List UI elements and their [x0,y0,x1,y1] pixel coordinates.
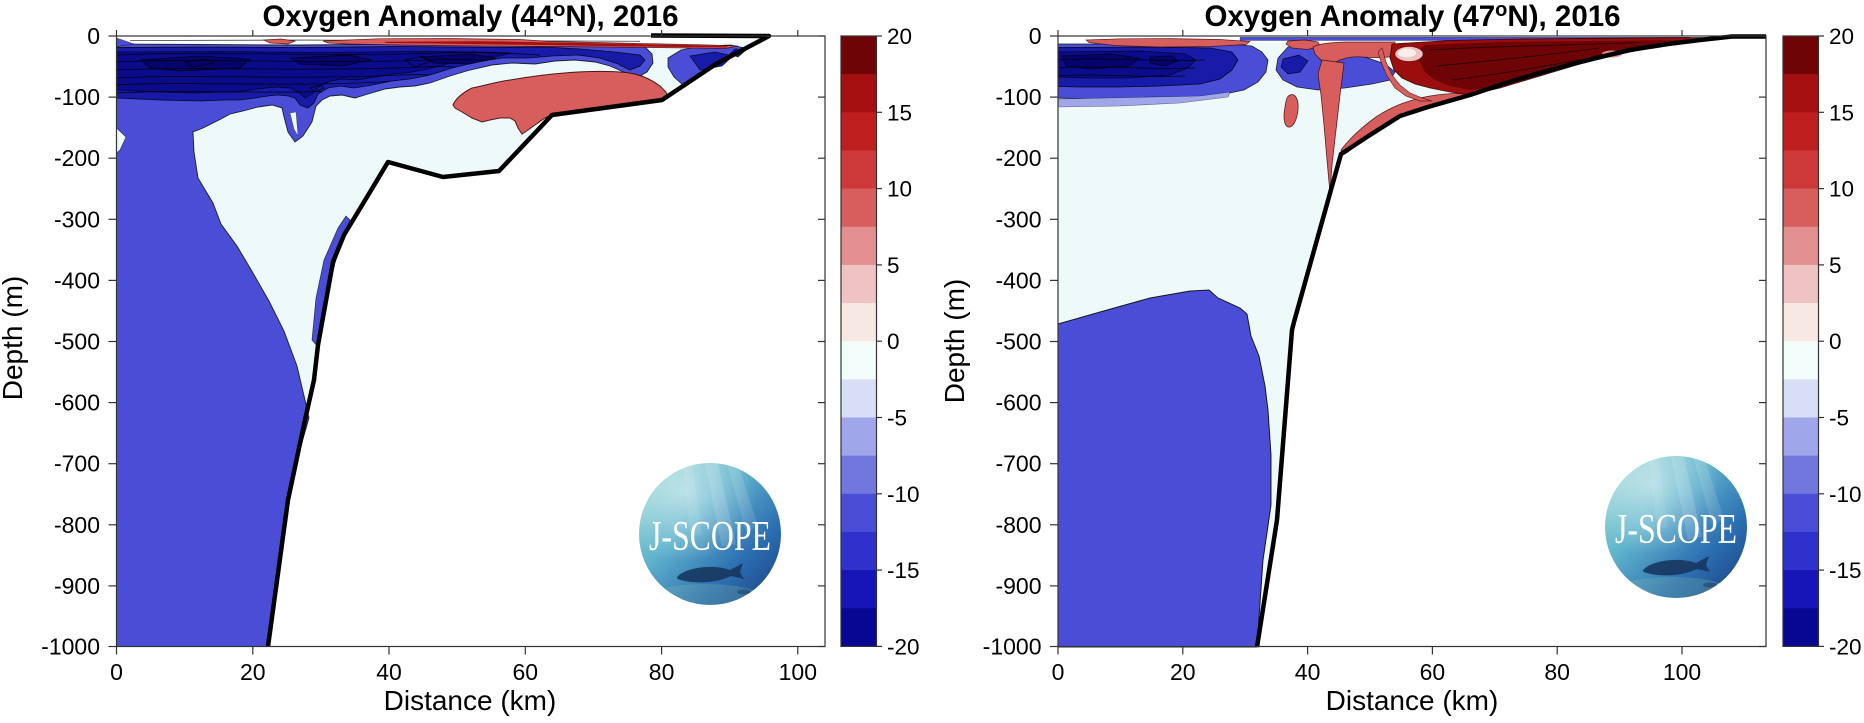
svg-text:5: 5 [1829,253,1842,278]
svg-text:-5: -5 [1829,406,1849,431]
svg-text:Depth (m): Depth (m) [939,279,970,403]
svg-text:80: 80 [1544,659,1570,685]
svg-text:-700: -700 [54,451,100,477]
svg-text:40: 40 [1295,659,1321,685]
svg-text:-800: -800 [995,512,1041,538]
svg-text:-5: -5 [887,406,907,431]
svg-text:-300: -300 [995,206,1041,232]
svg-text:-600: -600 [54,390,100,416]
svg-text:Oxygen Anomaly (47oN), 2016: Oxygen Anomaly (47oN), 2016 [1204,0,1620,33]
svg-text:60: 60 [513,659,539,685]
svg-text:100: 100 [1663,659,1701,685]
svg-text:-10: -10 [1829,482,1862,507]
svg-text:0: 0 [87,23,100,49]
svg-text:-200: -200 [54,145,100,171]
svg-text:Distance (km): Distance (km) [384,685,557,716]
svg-text:-400: -400 [995,267,1041,293]
svg-text:Distance (km): Distance (km) [1326,685,1499,716]
svg-text:-900: -900 [54,573,100,599]
svg-text:40: 40 [376,659,402,685]
svg-text:0: 0 [1829,329,1842,354]
svg-text:-400: -400 [54,267,100,293]
svg-text:-100: -100 [995,84,1041,110]
svg-text:10: 10 [887,177,912,202]
svg-text:-700: -700 [995,451,1041,477]
svg-text:-20: -20 [1829,634,1862,659]
svg-text:15: 15 [1829,100,1854,125]
svg-text:20: 20 [240,659,266,685]
svg-text:0: 0 [1052,659,1065,685]
svg-text:-500: -500 [54,329,100,355]
svg-text:-600: -600 [995,390,1041,416]
svg-text:-100: -100 [54,84,100,110]
svg-text:0: 0 [110,659,123,685]
svg-text:-1000: -1000 [983,634,1042,660]
svg-text:5: 5 [887,253,900,278]
svg-text:Oxygen Anomaly (44oN), 2016: Oxygen Anomaly (44oN), 2016 [262,0,678,33]
svg-text:-20: -20 [887,634,920,659]
svg-text:0: 0 [1029,23,1042,49]
svg-text:100: 100 [779,659,817,685]
svg-text:-500: -500 [995,329,1041,355]
svg-text:-200: -200 [995,145,1041,171]
svg-text:80: 80 [649,659,675,685]
svg-text:-15: -15 [887,558,920,583]
svg-text:10: 10 [1829,177,1854,202]
svg-text:15: 15 [887,100,912,125]
svg-text:20: 20 [887,24,912,49]
svg-text:60: 60 [1420,659,1446,685]
svg-text:20: 20 [1829,24,1854,49]
svg-text:-10: -10 [887,482,920,507]
svg-text:0: 0 [887,329,900,354]
svg-text:-800: -800 [54,512,100,538]
svg-text:20: 20 [1170,659,1196,685]
svg-text:-900: -900 [995,573,1041,599]
svg-text:-300: -300 [54,206,100,232]
svg-text:Depth (m): Depth (m) [0,276,28,400]
svg-text:-15: -15 [1829,558,1862,583]
svg-text:-1000: -1000 [41,634,100,660]
